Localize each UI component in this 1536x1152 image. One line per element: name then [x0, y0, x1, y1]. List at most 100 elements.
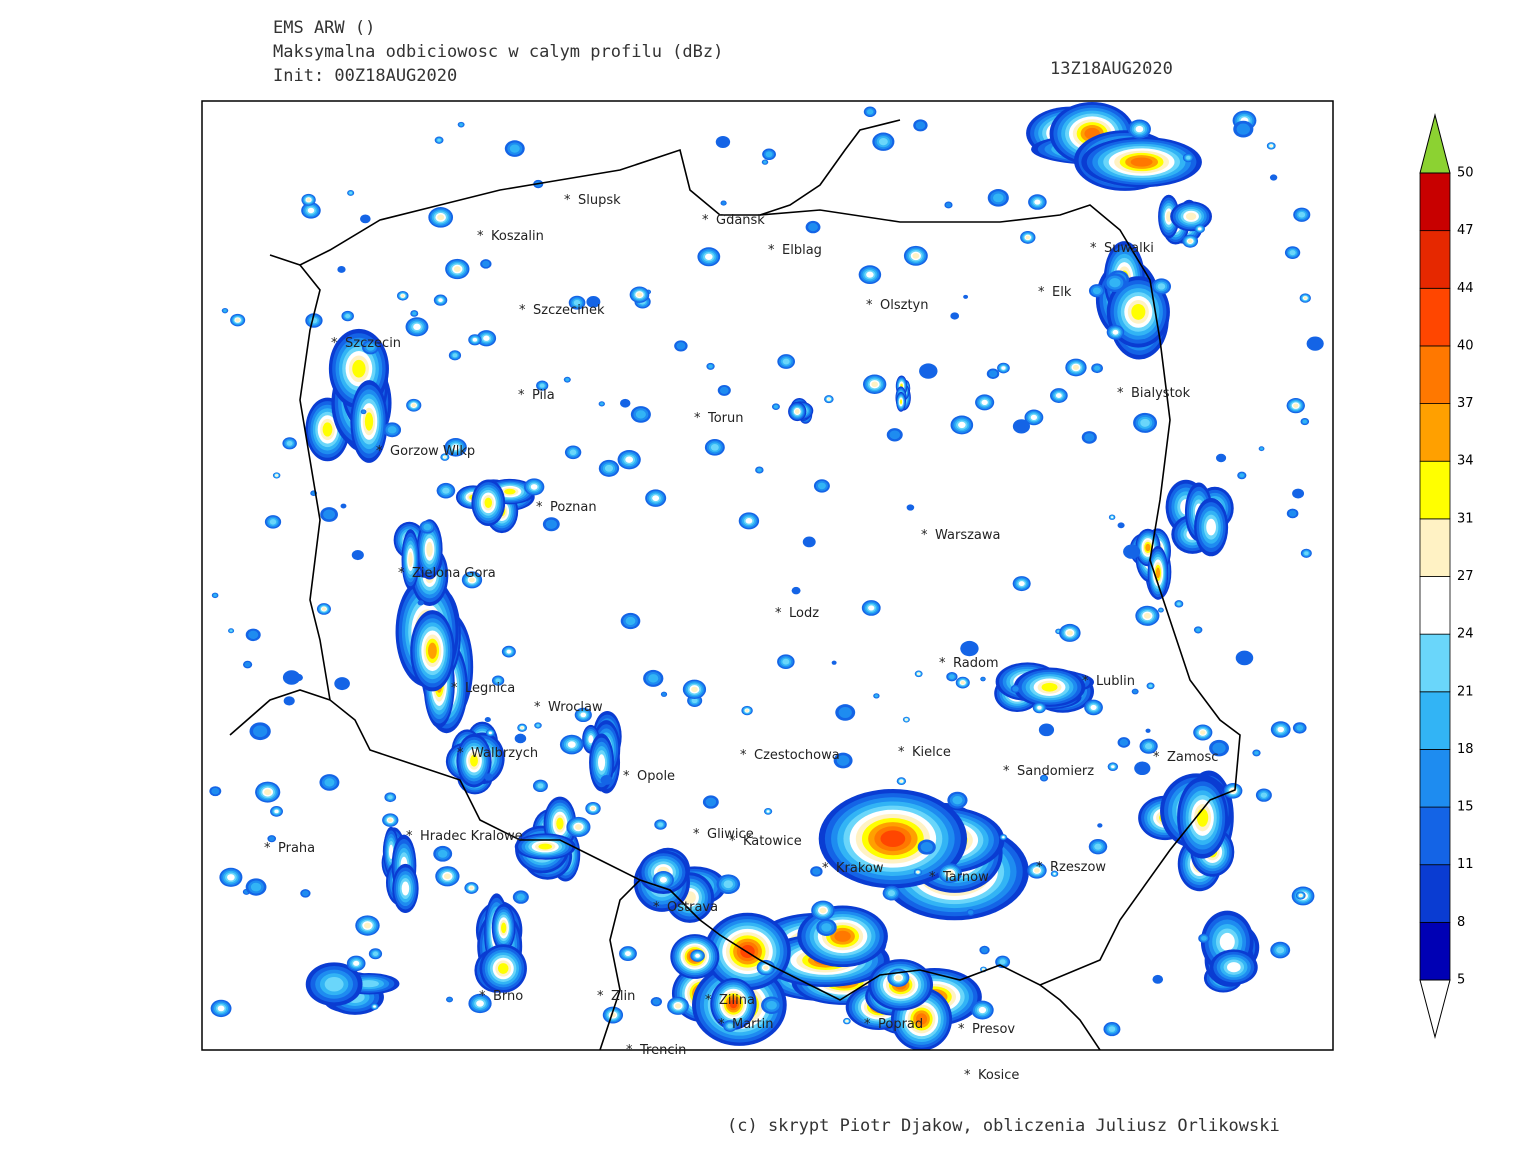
echo-cell [648, 674, 659, 683]
echo-cell [981, 947, 988, 953]
echo-cell [819, 907, 827, 914]
echo-cell [1134, 761, 1151, 776]
city-label: Sandomierz [1017, 764, 1094, 779]
city-label: Zilina [719, 993, 755, 1008]
city-marker: * [653, 900, 660, 915]
city-marker: * [1153, 750, 1160, 765]
echo [352, 359, 366, 378]
city-marker: * [1036, 860, 1043, 875]
city-marker: * [597, 989, 604, 1004]
colorbar-label: 21 [1457, 684, 1474, 699]
city-label: Walbrzych [471, 746, 538, 761]
echo [426, 541, 433, 557]
echo-cell [978, 1006, 987, 1014]
echo [364, 412, 374, 431]
colorbar-over [1419, 113, 1451, 174]
echo-cell [217, 1005, 225, 1012]
echo [538, 843, 553, 850]
city-marker: * [1090, 241, 1097, 256]
echo-cell [1066, 630, 1073, 636]
echo [401, 881, 410, 896]
echo-cell [1260, 447, 1263, 450]
echo-cell [695, 953, 701, 958]
echo-cell [905, 718, 908, 721]
echo-cell [437, 214, 445, 221]
echo-cell [539, 383, 545, 388]
city-label: Hradec Kralowe [420, 829, 523, 844]
echo-cell [235, 318, 240, 322]
valid-time: 13Z18AUG2020 [1050, 59, 1173, 79]
echo-cell [866, 109, 874, 115]
city-label: Olsztyn [880, 298, 928, 313]
echo-cell [1143, 612, 1151, 619]
echo-cell [1215, 453, 1227, 463]
echo-cell [451, 444, 460, 451]
echo-cell [763, 160, 767, 164]
colorbar-band [1419, 921, 1451, 981]
echo-cell [586, 296, 601, 308]
echo-cell [845, 1020, 848, 1022]
echo [1206, 518, 1216, 536]
echo-cell [213, 593, 217, 597]
echo [588, 735, 594, 744]
city-marker: * [264, 841, 271, 856]
echo-cell [306, 198, 311, 202]
echo-cell [373, 1005, 376, 1008]
city-marker: * [1117, 386, 1124, 401]
city-label: Czestochowa [754, 748, 840, 763]
echo-cell [791, 586, 801, 595]
echo-cell [945, 202, 952, 208]
echo [427, 642, 437, 659]
echo [470, 754, 478, 767]
echo-cell [782, 358, 790, 365]
echo-cell [721, 201, 726, 205]
echo-cell [387, 818, 393, 823]
echo-cell [827, 397, 831, 401]
echo-cell [269, 519, 277, 525]
colorbar-band [1419, 691, 1451, 750]
echo-cell [719, 386, 729, 395]
colorbar-band [1419, 460, 1451, 520]
echo-cell [710, 444, 719, 451]
echo-cell [600, 775, 613, 785]
echo-cell [1025, 235, 1031, 240]
echo-cell [963, 294, 969, 299]
echo-cell [387, 426, 397, 434]
echo [1041, 682, 1058, 692]
echo [501, 922, 507, 934]
echo-cell [821, 923, 832, 932]
echo-cell [363, 922, 371, 929]
city-marker: * [705, 993, 712, 1008]
echo-cell [349, 191, 353, 195]
colorbar-label: 31 [1457, 511, 1474, 526]
echo-cell [705, 797, 717, 807]
echo-cell [745, 709, 749, 712]
city-label: Gliwice [707, 827, 754, 842]
echo-cell [509, 144, 520, 153]
echo [729, 999, 738, 1009]
echo-cell [372, 951, 379, 956]
city-marker: * [479, 989, 486, 1004]
echo-cell [453, 266, 461, 272]
echo-cell [1236, 123, 1251, 135]
colorbar-band [1419, 633, 1451, 693]
colorbar-label: 37 [1457, 396, 1474, 411]
city-marker: * [331, 336, 338, 351]
echo-cell [773, 405, 778, 409]
city-label: Warszawa [935, 528, 1001, 543]
echo [408, 551, 413, 568]
echo-cell [658, 822, 664, 827]
city-marker: * [898, 745, 905, 760]
echo-cell [1053, 872, 1056, 875]
poland-border [299, 204, 1241, 1001]
echo-cell [484, 717, 491, 723]
echo-cell [412, 311, 417, 316]
echo [358, 980, 379, 988]
echo-cell [307, 207, 315, 214]
echo-cell [1109, 278, 1121, 288]
echo-cell [1108, 1026, 1116, 1032]
echo-cell [1072, 364, 1080, 370]
echo-cell [1152, 974, 1164, 984]
echo-cell [227, 874, 235, 881]
echo-cell [353, 960, 360, 966]
